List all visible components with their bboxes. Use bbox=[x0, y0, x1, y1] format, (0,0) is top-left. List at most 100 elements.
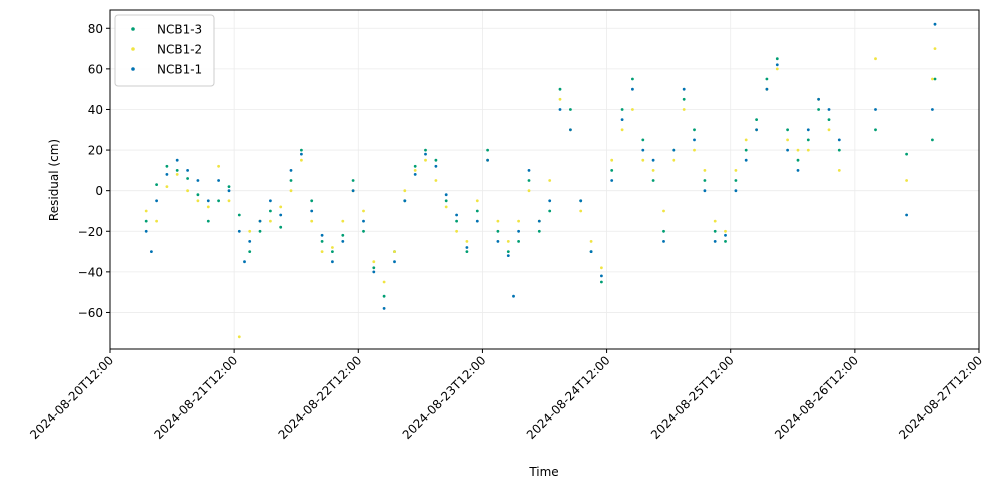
data-point bbox=[837, 169, 841, 172]
data-point bbox=[527, 169, 531, 172]
data-point bbox=[569, 108, 572, 111]
data-point bbox=[713, 240, 717, 243]
data-point bbox=[548, 199, 552, 203]
data-point bbox=[837, 138, 841, 142]
data-point bbox=[475, 219, 479, 223]
data-point bbox=[165, 164, 169, 168]
legend-box bbox=[114, 14, 215, 87]
data-point bbox=[703, 169, 707, 172]
y-tick-label: 60 bbox=[88, 62, 103, 76]
data-point bbox=[186, 169, 190, 172]
data-points bbox=[144, 22, 937, 339]
data-point bbox=[372, 260, 376, 264]
data-point bbox=[217, 179, 221, 182]
data-point bbox=[734, 169, 738, 172]
data-point bbox=[682, 108, 686, 111]
y-tick-label: −40 bbox=[78, 265, 103, 279]
data-point bbox=[486, 158, 489, 162]
data-point bbox=[817, 108, 820, 111]
data-point bbox=[237, 335, 241, 339]
data-point bbox=[206, 219, 210, 223]
legend-marker bbox=[131, 67, 135, 71]
data-point bbox=[258, 219, 262, 223]
legend-marker bbox=[131, 47, 135, 51]
data-point bbox=[206, 199, 210, 203]
data-point bbox=[905, 152, 908, 156]
data-point bbox=[765, 77, 769, 81]
data-point bbox=[413, 173, 417, 176]
y-axis-label: Residual (cm) bbox=[47, 139, 61, 221]
data-point bbox=[320, 233, 324, 237]
data-point bbox=[403, 199, 407, 203]
data-point bbox=[248, 229, 252, 233]
data-point bbox=[672, 148, 676, 152]
data-point bbox=[444, 205, 448, 209]
data-point bbox=[589, 250, 593, 254]
data-point bbox=[331, 246, 334, 249]
data-point bbox=[755, 118, 758, 121]
data-point bbox=[734, 179, 738, 182]
data-point bbox=[713, 219, 717, 223]
data-point bbox=[444, 193, 448, 197]
data-point bbox=[310, 219, 314, 223]
data-point bbox=[744, 158, 748, 162]
data-point bbox=[579, 199, 583, 203]
data-point bbox=[874, 57, 877, 61]
data-point bbox=[682, 87, 686, 91]
data-point bbox=[150, 250, 153, 254]
data-point bbox=[827, 108, 831, 111]
data-point bbox=[569, 128, 572, 132]
data-point bbox=[579, 209, 583, 213]
data-point bbox=[300, 148, 303, 152]
y-tick-label: 40 bbox=[88, 103, 103, 117]
legend: NCB1-3 NCB1-2 NCB1-1 bbox=[114, 14, 215, 87]
y-tick-label: 20 bbox=[88, 144, 103, 158]
data-point bbox=[775, 63, 779, 67]
data-point bbox=[217, 199, 221, 203]
data-point bbox=[786, 138, 789, 142]
legend-label: NCB1-1 bbox=[157, 63, 202, 77]
data-point bbox=[237, 213, 241, 217]
data-point bbox=[455, 219, 458, 223]
data-point bbox=[300, 152, 303, 156]
data-point bbox=[905, 213, 908, 217]
y-axis: −60 −40 −20 0 20 40 60 80 bbox=[78, 22, 110, 320]
data-point bbox=[506, 240, 510, 243]
data-point bbox=[165, 185, 169, 189]
data-point bbox=[393, 260, 396, 264]
data-point bbox=[806, 148, 810, 152]
data-point bbox=[931, 77, 934, 81]
data-point bbox=[724, 240, 727, 243]
data-point bbox=[703, 189, 707, 193]
data-point bbox=[175, 173, 179, 176]
data-point bbox=[610, 179, 614, 182]
data-point bbox=[155, 183, 159, 187]
data-point bbox=[382, 280, 386, 284]
data-point bbox=[465, 250, 469, 254]
data-point bbox=[434, 164, 438, 168]
data-point bbox=[424, 158, 427, 162]
data-point bbox=[837, 148, 841, 152]
data-point bbox=[600, 280, 603, 284]
data-point bbox=[931, 138, 934, 142]
data-point bbox=[175, 158, 179, 162]
data-point bbox=[672, 158, 676, 162]
data-point bbox=[496, 240, 500, 243]
y-tick-label: 0 bbox=[95, 184, 103, 198]
data-point bbox=[548, 179, 552, 182]
data-point bbox=[269, 199, 272, 203]
data-point bbox=[175, 169, 179, 172]
data-point bbox=[631, 87, 634, 91]
data-point bbox=[382, 294, 386, 298]
data-point bbox=[496, 219, 500, 223]
data-point bbox=[744, 138, 748, 142]
data-point bbox=[310, 209, 314, 213]
data-point bbox=[662, 229, 665, 233]
x-axis-label: Time bbox=[528, 465, 558, 479]
data-point bbox=[662, 240, 665, 243]
data-point bbox=[874, 128, 877, 132]
data-point bbox=[527, 189, 531, 193]
data-point bbox=[475, 199, 479, 203]
data-point bbox=[341, 233, 345, 237]
